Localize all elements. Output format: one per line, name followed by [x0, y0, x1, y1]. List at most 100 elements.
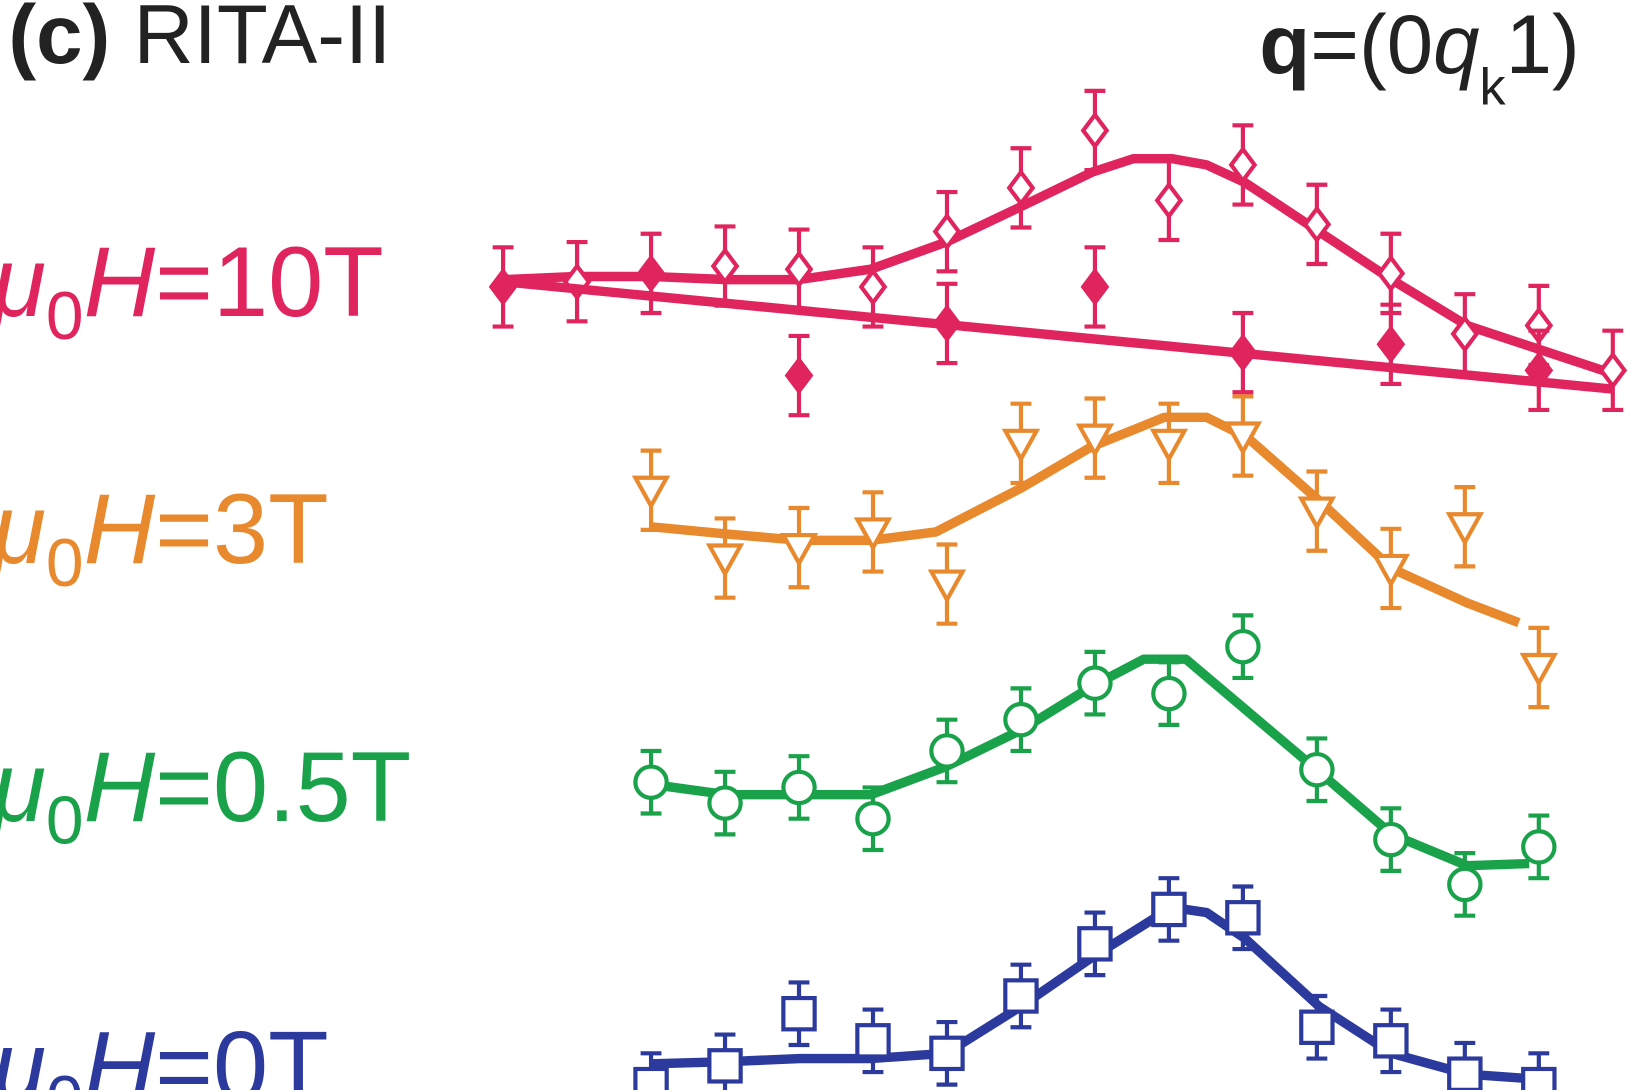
fit-line — [502, 277, 1614, 394]
marker — [1075, 423, 1115, 459]
marker — [1376, 254, 1406, 293]
marker — [1080, 267, 1110, 307]
data-point — [1299, 736, 1335, 804]
data-point — [488, 245, 518, 329]
data-point — [1080, 245, 1110, 329]
data-point — [1376, 302, 1406, 386]
data-point — [779, 505, 819, 590]
marker — [1450, 314, 1480, 353]
data-point — [784, 227, 814, 311]
data-point — [1080, 88, 1110, 173]
marker — [929, 733, 965, 769]
marker — [1521, 829, 1557, 865]
data-point — [1077, 910, 1113, 978]
data-point — [705, 516, 745, 600]
data-point — [1373, 1007, 1409, 1075]
data-point — [1521, 813, 1557, 881]
data-point — [929, 1019, 965, 1087]
marker — [784, 356, 814, 395]
data-point — [927, 542, 967, 626]
marker — [1447, 866, 1483, 903]
data-point — [1149, 401, 1189, 486]
marker — [631, 475, 671, 511]
data-point — [1299, 993, 1335, 1061]
marker — [1373, 1023, 1409, 1059]
marker — [488, 267, 518, 307]
data-point — [855, 785, 891, 853]
data-point — [1077, 649, 1113, 717]
data-point — [1447, 1040, 1483, 1090]
marker — [1445, 512, 1485, 547]
data-point — [707, 1032, 743, 1090]
data-point — [562, 240, 592, 324]
marker — [929, 1035, 965, 1072]
marker — [1003, 701, 1039, 738]
marker — [1006, 168, 1036, 207]
marker — [855, 1023, 891, 1059]
legend-label: μ0H=3T — [0, 473, 329, 601]
marker — [1228, 145, 1258, 185]
data-point — [1519, 625, 1559, 710]
marker — [1299, 1009, 1335, 1045]
marker — [636, 254, 666, 293]
data-point — [1225, 613, 1261, 681]
marker — [1299, 751, 1335, 788]
marker — [1001, 428, 1041, 464]
data-point — [631, 448, 671, 532]
data-point — [781, 754, 817, 821]
data-point — [1373, 806, 1409, 873]
data-point — [1006, 146, 1036, 230]
data-point — [1003, 962, 1039, 1030]
marker — [707, 785, 743, 821]
data-point — [1151, 660, 1187, 727]
marker — [1519, 652, 1559, 688]
marker — [1151, 675, 1187, 712]
data-point — [633, 748, 669, 816]
data-point — [1302, 182, 1332, 267]
legend-label: μ0H=0T — [0, 1010, 329, 1090]
data-point — [1223, 394, 1263, 478]
marker — [932, 212, 962, 251]
data-point — [636, 231, 666, 316]
marker — [927, 569, 967, 605]
marker — [1003, 978, 1039, 1014]
marker — [1080, 111, 1110, 150]
data-point — [1151, 876, 1187, 943]
fit-line — [650, 412, 1521, 628]
data-point — [784, 333, 814, 418]
marker — [932, 304, 962, 343]
data-point — [1297, 469, 1337, 553]
data-point — [1524, 328, 1554, 413]
marker — [1225, 628, 1261, 665]
marker — [1154, 181, 1184, 220]
marker — [1077, 665, 1113, 701]
marker — [1524, 351, 1554, 390]
data-point — [929, 717, 965, 785]
data-point — [707, 769, 743, 837]
data-point — [1228, 310, 1258, 395]
marker — [1598, 351, 1628, 390]
marker — [1151, 891, 1187, 928]
chart-title: (c) RITA-II — [8, 0, 391, 81]
data-point — [1447, 851, 1483, 918]
data-point — [1154, 158, 1184, 243]
marker — [779, 533, 819, 568]
data-point — [932, 281, 962, 366]
marker — [1447, 1056, 1483, 1090]
data-point — [1376, 231, 1406, 316]
marker — [1223, 421, 1263, 456]
marker — [1149, 428, 1189, 464]
data-point — [1521, 1051, 1557, 1090]
annotation: q=(0qk1) — [1259, 0, 1579, 116]
data-point — [855, 1007, 891, 1075]
marker — [705, 543, 745, 578]
legend-label: μ0H=0.5T — [0, 731, 411, 859]
data-point — [781, 980, 817, 1048]
marker — [1371, 553, 1411, 589]
marker — [784, 250, 814, 289]
data-point — [1371, 526, 1411, 611]
data-point — [710, 224, 740, 308]
marker — [710, 246, 740, 286]
data-point — [633, 1051, 669, 1090]
